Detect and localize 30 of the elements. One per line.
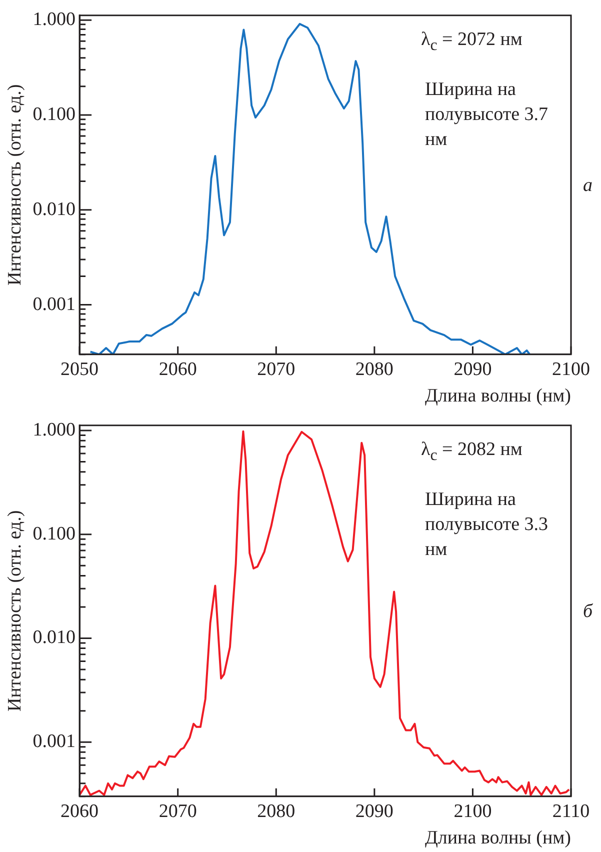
x-axis-title: Длина волны (нм) — [424, 386, 571, 407]
x-tick-label: 2050 — [60, 358, 99, 380]
y-axis-title: Интенсивность (отн. ед.) — [4, 84, 26, 286]
annotation: λ$_{c}$ = 2082 нм — [421, 438, 522, 466]
y-tick-label: 0.010 — [32, 198, 76, 220]
y-tick-label: 1.000 — [32, 9, 76, 30]
text: а — [583, 174, 592, 198]
y-tick-label: 0.100 — [32, 523, 76, 544]
x-tick-label: 2100 — [552, 358, 590, 380]
x-tick-label: 2080 — [355, 358, 394, 380]
x-tick-label: 2100 — [454, 800, 492, 822]
x-tick-label: 2070 — [257, 358, 296, 380]
annotation: Ширина на полувысоте 3.7 нм — [425, 78, 550, 152]
x-tick-label: 2060 — [60, 800, 99, 822]
y-tick-label: 0.010 — [32, 627, 76, 648]
y-tick-label: 0.001 — [32, 731, 76, 752]
text: б — [583, 600, 593, 624]
x-axis-title: Длина волны (нм) — [424, 828, 571, 849]
x-tick-label: 2090 — [454, 358, 492, 380]
y-tick-label: 0.001 — [32, 294, 76, 315]
y-axis-title: Интенсивность (отн. ед.) — [4, 510, 26, 712]
x-tick-label: 2060 — [158, 358, 197, 380]
y-tick-label: 0.100 — [32, 104, 76, 125]
x-tick-label: 2080 — [257, 800, 296, 822]
annotation: Ширина на полувысоте 3.3 нм — [425, 488, 550, 562]
x-tick-label: 2110 — [552, 800, 590, 822]
x-tick-label: 2090 — [355, 800, 394, 822]
y-tick-label: 1.000 — [32, 419, 76, 440]
x-tick-label: 2070 — [158, 800, 197, 822]
annotation: λ$_{c}$ = 2072 нм — [421, 28, 522, 56]
